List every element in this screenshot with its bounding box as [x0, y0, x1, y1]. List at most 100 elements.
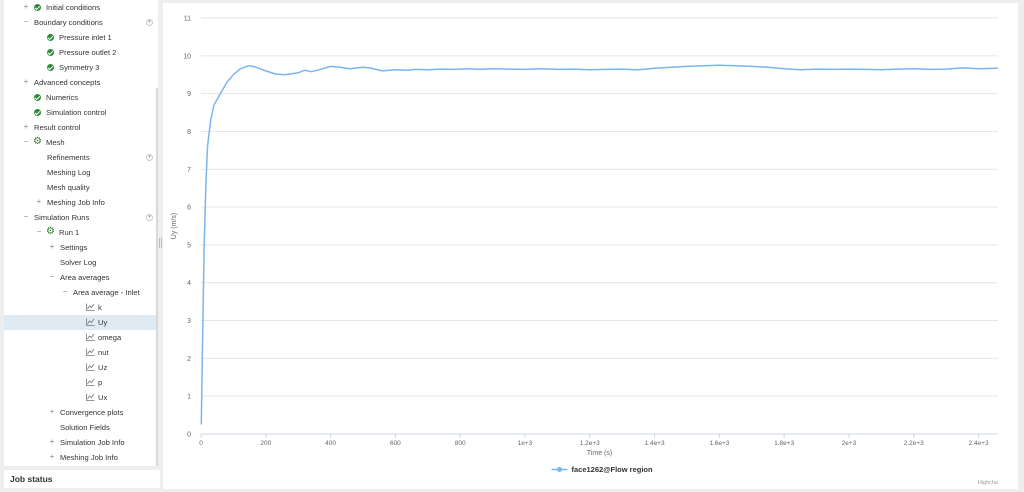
tree-item-label: Symmetry 3 [59, 63, 100, 72]
tree-item-label: Area average - Inlet [73, 288, 140, 297]
check-circle-icon [47, 49, 54, 56]
series-line [200, 64, 999, 425]
tree-item-advanced-concepts[interactable]: + Advanced concepts [4, 75, 158, 90]
tree-item-label: Initial conditions [46, 3, 101, 12]
tree-item-pressure-outlet-2[interactable]: Pressure outlet 2 [4, 45, 158, 60]
tree-item-meshing-job-info[interactable]: + Meshing Job Info [4, 195, 158, 210]
tree-item-label: omega [98, 333, 122, 342]
y-tick-label: 8 [187, 129, 191, 136]
tree-item-label: k [98, 303, 102, 312]
tree-item-label: Pressure inlet 1 [59, 33, 112, 42]
tree-item-convergence-plots[interactable]: + Convergence plots [4, 405, 158, 420]
x-tick-label: 1e+3 [518, 440, 533, 447]
y-tick-label: 7 [187, 167, 191, 174]
check-circle-icon [34, 94, 41, 101]
expand-icon[interactable]: + [23, 2, 29, 11]
expand-icon[interactable]: + [49, 452, 55, 461]
x-tick-label: 400 [325, 440, 336, 447]
tree-item-pressure-inlet-1[interactable]: Pressure inlet 1 [4, 30, 158, 45]
tree-item-uy[interactable]: Uy [4, 315, 158, 330]
line-chart-icon [86, 303, 95, 311]
y-axis-title: Uy (m/s) [171, 213, 178, 239]
line-chart-icon [86, 333, 95, 341]
x-tick-label: 800 [455, 440, 466, 447]
collapse-icon[interactable]: − [23, 137, 29, 146]
y-tick-label: 10 [183, 53, 191, 60]
tree-item-uz[interactable]: Uz [4, 360, 158, 375]
collapse-icon[interactable]: − [23, 212, 29, 221]
tree-item-settings[interactable]: + Settings [4, 240, 158, 255]
tree-item-k[interactable]: k [4, 300, 158, 315]
tree-item-meshing-log[interactable]: Meshing Log [4, 165, 158, 180]
x-tick-label: 2.4e+3 [969, 440, 989, 447]
y-tick-label: 9 [187, 91, 191, 98]
tree-item-symmetry-3[interactable]: Symmetry 3 [4, 60, 158, 75]
tree-item-label: Meshing Job Info [60, 453, 118, 462]
tree-scrollbar[interactable] [156, 88, 158, 466]
tree-item-label: Ux [98, 393, 108, 402]
item-menu-icon[interactable]: ▾ [146, 214, 153, 221]
tree-item-nut[interactable]: nut [4, 345, 158, 360]
collapse-icon[interactable]: − [23, 17, 29, 26]
collapse-icon[interactable]: − [62, 287, 68, 296]
tree-item-area-average-inlet[interactable]: − Area average - Inlet [4, 285, 158, 300]
tree-item-refinements[interactable]: Refinements ▾ [4, 150, 158, 165]
expand-icon[interactable]: + [49, 407, 55, 416]
item-menu-icon[interactable]: ▾ [146, 154, 153, 161]
tree-item-boundary-conditions[interactable]: − Boundary conditions ▾ [4, 15, 158, 30]
tree-item-simulation-control[interactable]: Simulation control [4, 105, 158, 120]
tree-item-label: Solution Fields [60, 423, 110, 432]
item-menu-icon[interactable]: ▾ [146, 19, 153, 26]
legend-label: face1262@Flow region [572, 465, 654, 474]
tree-item-p[interactable]: p [4, 375, 158, 390]
tree-item-label: Meshing Log [47, 168, 91, 177]
tree-item-label: Boundary conditions [34, 18, 103, 27]
y-tick-label: 3 [187, 318, 191, 325]
tree-item-label: Run 1 [59, 228, 80, 237]
tree-item-simulation-job-info[interactable]: + Simulation Job Info [4, 435, 158, 450]
tree-item-mesh-quality[interactable]: Mesh quality [4, 180, 158, 195]
tree-item-solution-fields[interactable]: Solution Fields [4, 420, 158, 435]
x-tick-label: 2.2e+3 [904, 440, 924, 447]
tree-item-result-control[interactable]: + Result control [4, 120, 158, 135]
tree-item-solver-log[interactable]: Solver Log [4, 255, 158, 270]
panel-splitter-handle[interactable] [159, 238, 162, 248]
expand-icon[interactable]: + [49, 242, 55, 251]
simulation-tree-panel: + Initial conditions − Boundary conditions ▾… [4, 0, 158, 466]
y-tick-label: 2 [187, 356, 191, 363]
line-chart-icon [86, 363, 95, 371]
x-tick-label: 0 [199, 440, 203, 447]
tree-item-ux[interactable]: Ux [4, 390, 158, 405]
tree-item-mesh[interactable]: − ⚙ Mesh [4, 135, 158, 150]
line-chart-icon [86, 393, 95, 401]
tree-item-label: Area averages [60, 273, 110, 282]
tree-item-omega[interactable]: omega [4, 330, 158, 345]
tree-item-numerics[interactable]: Numerics [4, 90, 158, 105]
tree-item-label: nut [98, 348, 109, 357]
tree-item-label: Meshing Job Info [47, 198, 105, 207]
expand-icon[interactable]: + [23, 122, 29, 131]
tree-item-area-averages[interactable]: − Area averages [4, 270, 158, 285]
y-tick-label: 0 [187, 432, 191, 439]
job-status-panel[interactable]: Job status [4, 470, 160, 488]
tree-item-label: Numerics [46, 93, 79, 102]
tree-item-label: Advanced concepts [34, 78, 101, 87]
tree-item-label: Pressure outlet 2 [59, 48, 117, 57]
tree-item-initial-conditions[interactable]: + Initial conditions [4, 0, 158, 15]
tree-item-label: Mesh [46, 138, 65, 147]
expand-icon[interactable]: + [36, 197, 42, 206]
expand-icon[interactable]: + [49, 437, 55, 446]
line-chart-icon [86, 378, 95, 386]
y-tick-label: 6 [187, 205, 191, 212]
tree-item-simulation-runs[interactable]: − Simulation Runs ▾ [4, 210, 158, 225]
y-tick-label: 4 [187, 280, 191, 287]
tree-item-meshing-job-info[interactable]: + Meshing Job Info [4, 450, 158, 465]
collapse-icon[interactable]: − [49, 272, 55, 281]
x-tick-label: 200 [260, 440, 271, 447]
tree-item-run-1[interactable]: − ⚙ Run 1 [4, 225, 158, 240]
check-circle-icon [47, 64, 54, 71]
x-axis-title: Time (s) [587, 450, 612, 457]
collapse-icon[interactable]: − [36, 227, 42, 236]
expand-icon[interactable]: + [23, 77, 29, 86]
